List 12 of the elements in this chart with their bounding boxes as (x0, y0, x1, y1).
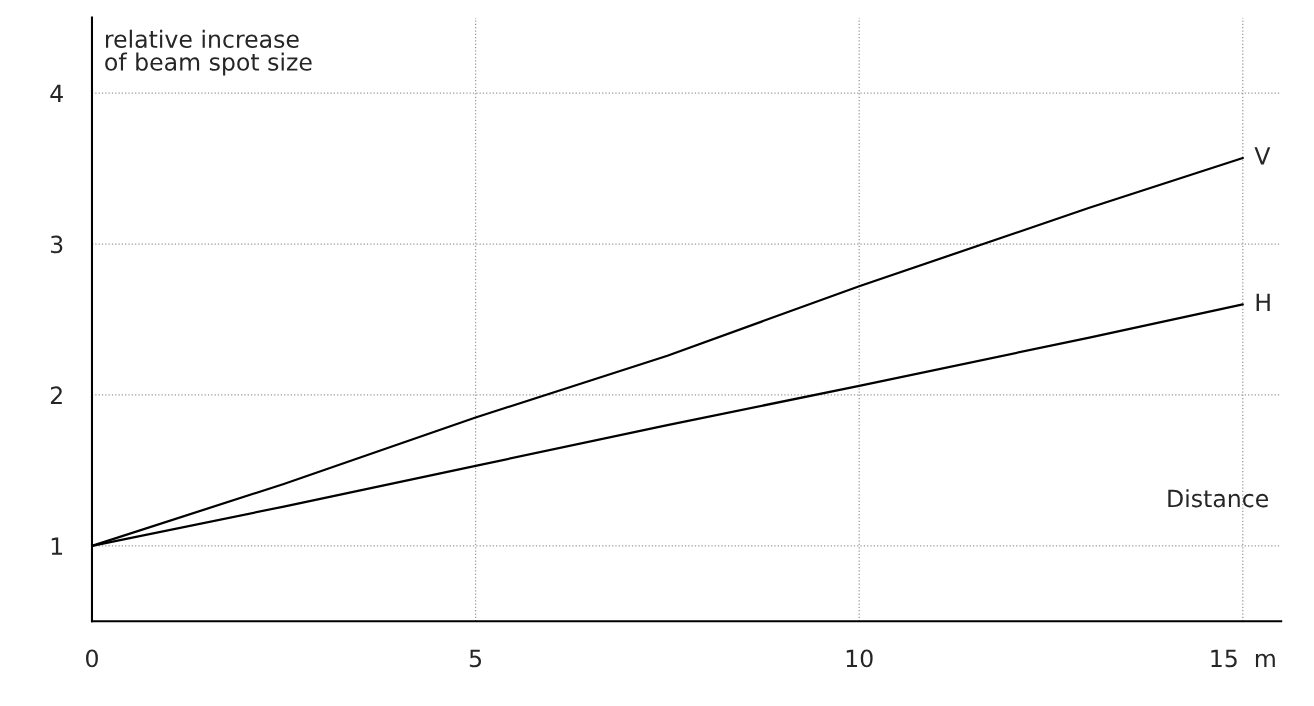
series-label: H (1256, 293, 1270, 311)
x-tick-label: 5 (469, 649, 482, 668)
y-axis-title: relative increase of beam spot size (105, 29, 312, 76)
y-tick-label: 1 (51, 537, 63, 555)
x-tick-label: 15 m (1211, 649, 1275, 668)
y-tick-label: 3 (50, 235, 63, 254)
x-tick-label: 10 (846, 649, 873, 668)
x-axis-title: Distance (1168, 489, 1268, 508)
series-label: V (1254, 147, 1271, 165)
y-tick-label: 4 (50, 84, 63, 103)
x-tick-label: 0 (86, 649, 98, 668)
y-tick-label: 2 (50, 386, 62, 404)
